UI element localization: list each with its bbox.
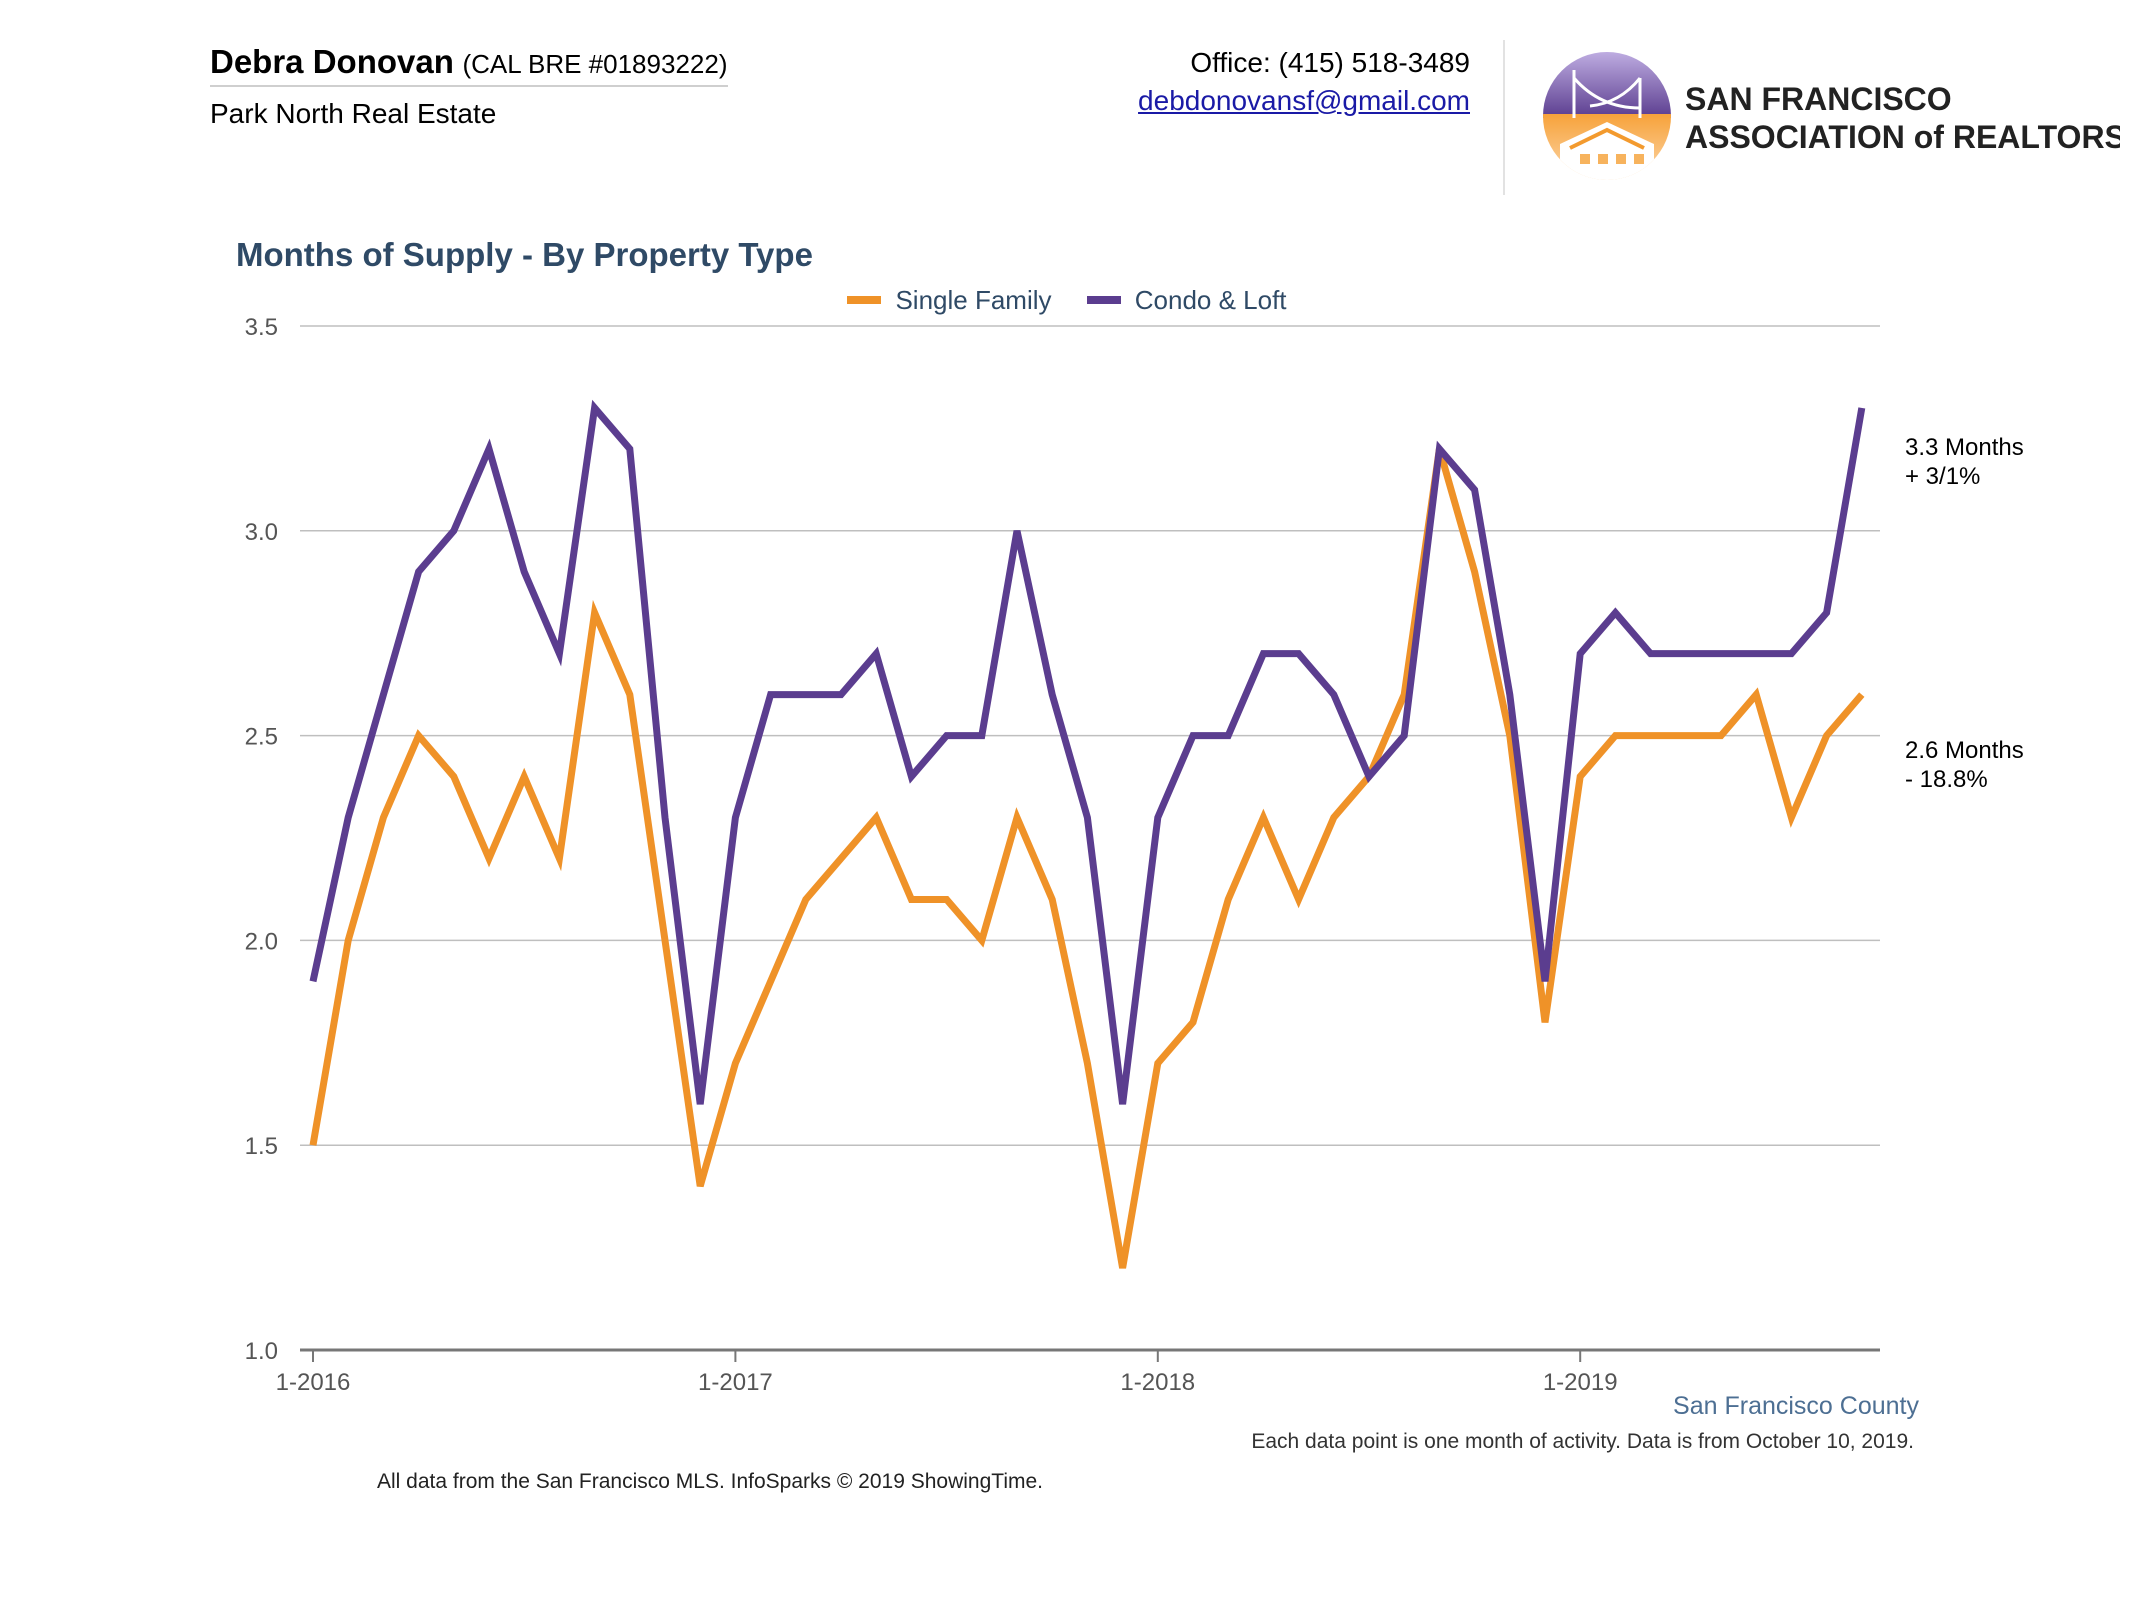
legend-swatch-condo-loft	[1086, 296, 1121, 304]
x-tick-label: 1-2016	[276, 1369, 351, 1396]
logo-line-2: ASSOCIATION of REALTORS	[1685, 119, 2120, 155]
legend-item-condo-loft: Condo & Loft	[1086, 284, 1287, 316]
sfar-logo: SAN FRANCISCO ASSOCIATION of REALTORS	[1543, 52, 2120, 180]
series-line-condo-loft	[309, 399, 1866, 1105]
logo-line-1: SAN FRANCISCO	[1685, 81, 1952, 117]
y-tick-label: 2.0	[245, 928, 278, 955]
legend-item-single-family: Single Family	[847, 284, 1052, 316]
region-label: San Francisco County	[1673, 1392, 1919, 1420]
end-label-value-single-family: 2.6 Months	[1905, 737, 2024, 764]
agent-info: Debra Donovan (CAL BRE #01893222) Park N…	[210, 42, 728, 132]
series-line-single-family	[309, 447, 1865, 1269]
y-tick-label: 1.5	[245, 1133, 278, 1160]
end-labels: 2.6 Months- 18.8% 3.3 Months+ 3/1%	[1905, 434, 2024, 793]
y-tick-label: 3.5	[245, 314, 278, 341]
header-divider	[1503, 40, 1505, 195]
office-phone: Office: (415) 518-3489	[1190, 47, 1470, 78]
legend-swatch-single-family	[847, 296, 882, 304]
y-tick-label: 2.5	[245, 724, 278, 751]
x-tick-label: 1-2018	[1120, 1369, 1195, 1396]
x-tick-label: 1-2019	[1543, 1369, 1618, 1396]
footer-source: All data from the San Francisco MLS. Inf…	[376, 1470, 1043, 1493]
gridlines	[300, 325, 1880, 1352]
agent-license: (CAL BRE #01893222)	[462, 49, 728, 79]
x-axis-ticks: 1-2016 1-2017 1-2018 1-2019	[276, 1350, 1618, 1396]
data-note: Each data point is one month of activity…	[1251, 1430, 1914, 1453]
email-link[interactable]: debdonovansf@gmail.com	[1138, 85, 1470, 116]
legend-label-condo-loft: Condo & Loft	[1134, 284, 1287, 315]
end-label-change-condo-loft: + 3/1%	[1905, 463, 1980, 490]
y-axis-ticks: 1.0 1.5 2.0 2.5 3.0 3.5	[245, 314, 278, 1365]
y-tick-label: 1.0	[245, 1338, 278, 1365]
agent-name: Debra Donovan	[210, 43, 454, 80]
x-tick-label: 1-2017	[698, 1369, 773, 1396]
name-underline	[210, 85, 728, 87]
end-label-change-single-family: - 18.8%	[1905, 766, 1988, 793]
chart-title: Months of Supply - By Property Type	[236, 236, 813, 273]
end-label-value-condo-loft: 3.3 Months	[1905, 434, 2024, 461]
legend-label-single-family: Single Family	[895, 284, 1052, 315]
series-lines	[309, 399, 1866, 1269]
y-tick-label: 3.0	[245, 519, 278, 546]
agent-company: Park North Real Estate	[210, 98, 497, 129]
legend: Single Family Condo & Loft	[0, 280, 2134, 316]
agent-contact: Office: (415) 518-3489 debdonovansf@gmai…	[1000, 44, 1470, 120]
chart-plot: 1.01.52.02.53.03.5 1-2016 1-2017 1-2018 1-2…	[245, 314, 2024, 1396]
agent-name-row: Debra Donovan (CAL BRE #01893222)	[210, 42, 727, 84]
